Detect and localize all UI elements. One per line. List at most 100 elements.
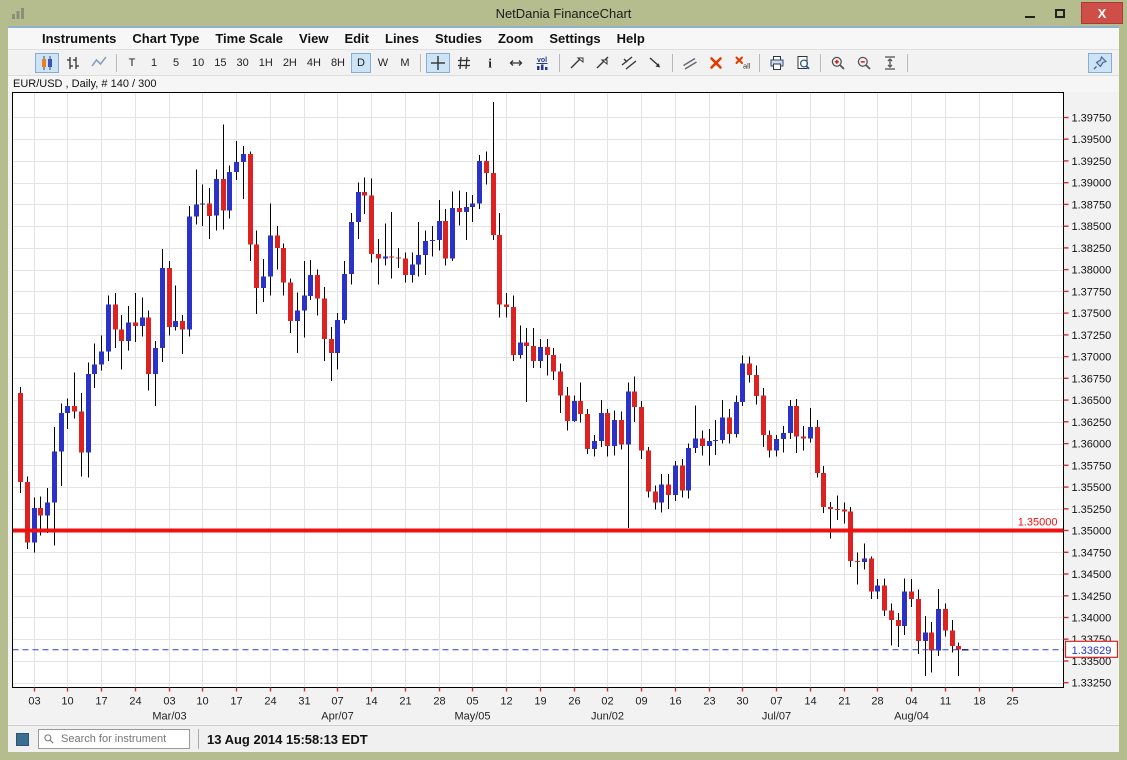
connection-status-icon [16, 732, 29, 746]
svg-text:1.38500: 1.38500 [1072, 221, 1112, 233]
timeframe-d[interactable]: D [351, 52, 371, 73]
svg-text:1.36750: 1.36750 [1072, 373, 1112, 385]
client-area: Instruments Chart Type Time Scale View Edit L… [8, 26, 1119, 752]
title-bar: NetDania FinanceChart X [0, 0, 1127, 26]
bar-chart-button[interactable] [61, 53, 85, 73]
timeframe-t[interactable]: T [128, 56, 136, 69]
menu-edit[interactable]: Edit [344, 31, 369, 46]
zoom-out-button[interactable] [852, 53, 876, 73]
horizontal-scale-button[interactable] [504, 53, 528, 73]
line-chart-icon [91, 56, 107, 66]
svg-text:16: 16 [669, 696, 681, 708]
zoom-out-icon [857, 56, 871, 70]
svg-text:17: 17 [230, 696, 242, 708]
timeframe-1[interactable]: 1 [150, 56, 158, 69]
menu-lines[interactable]: Lines [385, 31, 419, 46]
svg-text:1.34000: 1.34000 [1072, 613, 1112, 625]
delete-all-lines-icon: all [735, 56, 750, 70]
menu-instruments[interactable]: Instruments [42, 31, 117, 46]
info-icon: i [488, 55, 492, 70]
svg-text:12: 12 [500, 696, 512, 708]
app-icon[interactable] [10, 5, 26, 21]
svg-text:31: 31 [298, 696, 310, 708]
close-button[interactable]: X [1081, 2, 1123, 24]
close-icon: X [1097, 5, 1107, 21]
timeframe-30[interactable]: 30 [236, 56, 249, 69]
svg-text:i: i [488, 55, 492, 70]
svg-text:10: 10 [196, 696, 208, 708]
volume-button[interactable]: vol [530, 53, 554, 73]
svg-text:1.39000: 1.39000 [1072, 178, 1112, 190]
svg-text:vol: vol [537, 57, 547, 64]
svg-text:26: 26 [568, 696, 580, 708]
svg-text:1.38250: 1.38250 [1072, 243, 1112, 255]
timeframe-m[interactable]: M [400, 56, 410, 69]
svg-text:1.35500: 1.35500 [1072, 482, 1112, 494]
maximize-button[interactable] [1045, 2, 1075, 24]
print-preview-button[interactable] [791, 53, 815, 73]
svg-text:1.36500: 1.36500 [1072, 395, 1112, 407]
crosshair-button[interactable] [426, 52, 450, 73]
svg-text:Jul/07: Jul/07 [762, 711, 791, 723]
svg-text:1.37750: 1.37750 [1072, 286, 1112, 298]
info-button[interactable]: i [478, 53, 502, 73]
statusbar-divider [198, 729, 199, 749]
svg-text:Aug/04: Aug/04 [894, 711, 929, 723]
menu-studies[interactable]: Studies [434, 31, 482, 46]
parallel-channel-button[interactable] [617, 53, 641, 73]
svg-text:21: 21 [399, 696, 411, 708]
search-input[interactable] [59, 732, 185, 746]
status-bar: 13 Aug 2014 15:58:13 EDT [8, 725, 1119, 752]
timeframe-5[interactable]: 5 [172, 56, 180, 69]
svg-text:18: 18 [973, 696, 985, 708]
pin-button[interactable] [1088, 52, 1112, 73]
timeframe-8h[interactable]: 8H [330, 56, 345, 69]
delete-line-button[interactable] [704, 53, 728, 73]
svg-text:1.37250: 1.37250 [1072, 330, 1112, 342]
svg-text:1.39750: 1.39750 [1072, 113, 1112, 125]
svg-text:1.38000: 1.38000 [1072, 265, 1112, 277]
fit-vertical-button[interactable] [878, 53, 902, 73]
menu-view[interactable]: View [299, 31, 329, 46]
grid-button[interactable] [452, 53, 476, 73]
delete-all-lines-button[interactable]: all [730, 53, 754, 73]
svg-text:1.39500: 1.39500 [1072, 134, 1112, 146]
trend-line-button[interactable] [565, 53, 589, 73]
menu-time-scale[interactable]: Time Scale [215, 31, 284, 46]
svg-text:25: 25 [1006, 696, 1018, 708]
zoom-in-icon [831, 56, 845, 70]
candlestick-chart-button[interactable] [35, 52, 59, 73]
menu-chart-type[interactable]: Chart Type [132, 31, 200, 46]
svg-text:1.37500: 1.37500 [1072, 308, 1112, 320]
print-button[interactable] [765, 53, 789, 73]
svg-text:Apr/07: Apr/07 [321, 711, 353, 723]
trend-line-extended-button[interactable] [591, 53, 615, 73]
svg-text:28: 28 [433, 696, 445, 708]
instrument-search-box[interactable] [38, 729, 190, 749]
menu-help[interactable]: Help [616, 31, 645, 46]
timeframe-4h[interactable]: 4H [306, 56, 321, 69]
timeframe-w[interactable]: W [377, 56, 389, 69]
zoom-in-button[interactable] [826, 53, 850, 73]
svg-text:07: 07 [770, 696, 782, 708]
minimize-button[interactable] [1015, 2, 1045, 24]
volume-icon: vol [536, 57, 548, 70]
angle-lines-button[interactable] [678, 53, 702, 73]
trend-line-icon [570, 57, 584, 68]
timeframe-10[interactable]: 10 [192, 56, 205, 69]
timeframe-1h[interactable]: 1H [258, 56, 273, 69]
arrow-tool-button[interactable] [643, 53, 667, 73]
menu-zoom[interactable]: Zoom [497, 31, 534, 46]
svg-text:1.36250: 1.36250 [1072, 417, 1112, 429]
print-preview-icon [797, 55, 810, 69]
svg-text:14: 14 [365, 696, 377, 708]
timeframe-2h[interactable]: 2H [282, 56, 297, 69]
menu-settings[interactable]: Settings [549, 31, 601, 46]
toolbar-separator [420, 53, 421, 72]
instrument-label: EUR/USD , Daily, # 140 / 300 [13, 78, 157, 90]
pin-icon [1093, 55, 1108, 69]
line-chart-button[interactable] [87, 53, 111, 73]
timeframe-15[interactable]: 15 [214, 56, 227, 69]
chart-canvas[interactable]: 1.35000 1.33250 1.33500 1.33750 1.34000 1.342… [8, 92, 1119, 725]
